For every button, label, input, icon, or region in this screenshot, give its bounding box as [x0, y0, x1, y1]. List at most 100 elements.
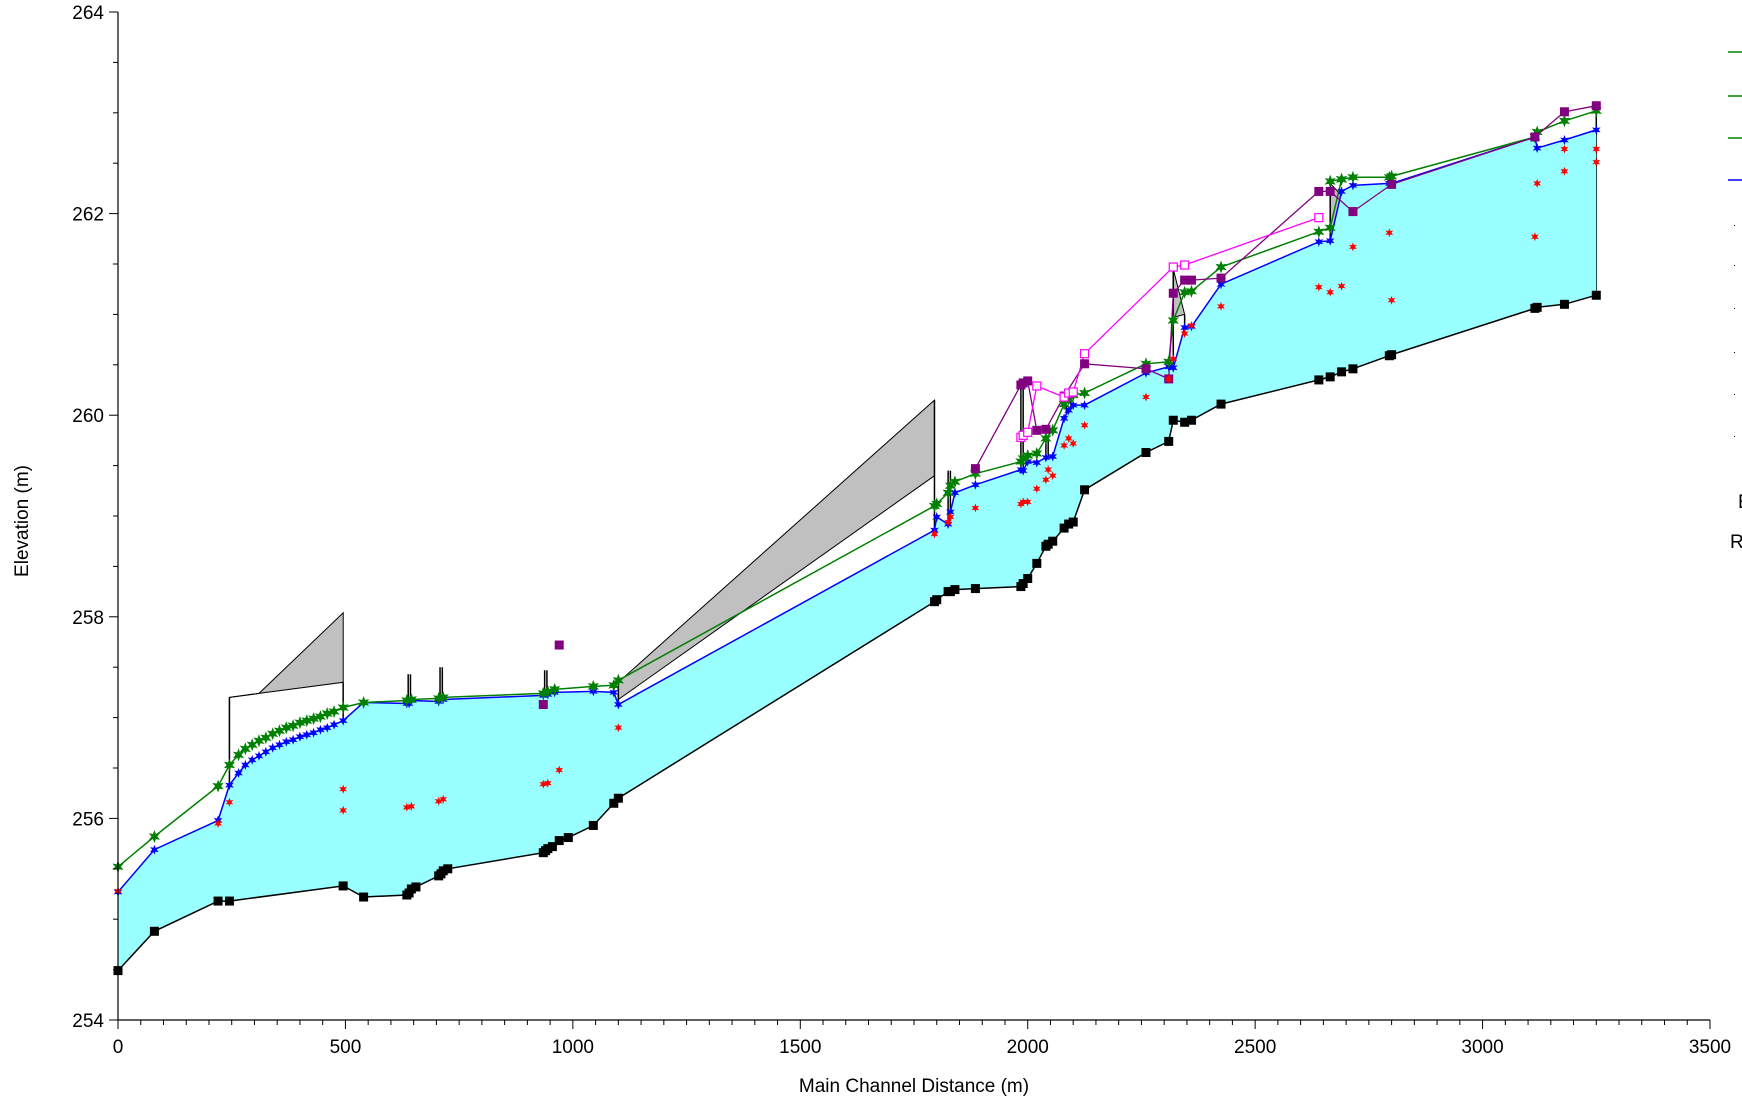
crit_red-marker-29	[1164, 374, 1173, 384]
egl_green-marker-8	[260, 731, 272, 745]
ws_blue-marker-6	[247, 754, 257, 765]
ground-marker-55	[1591, 290, 1601, 300]
crit_red-marker-28	[1142, 392, 1150, 402]
ground-marker-49	[1348, 364, 1358, 374]
crit_red-marker-6	[407, 801, 416, 811]
crit_red-marker-19	[1023, 497, 1032, 507]
egl_green-marker-5	[239, 742, 251, 756]
crit_red-marker-39	[1387, 295, 1396, 305]
magenta_open-marker-9	[1180, 260, 1190, 270]
crit_red-marker-20	[1032, 484, 1041, 494]
egl_green-marker-19	[337, 701, 349, 714]
ground-marker-47	[1325, 372, 1335, 382]
purple-marker-3	[1023, 376, 1033, 386]
ws_blue-marker-8	[261, 746, 271, 757]
purple_isolated-marker-1	[538, 699, 548, 709]
egl_green-marker-48	[1163, 355, 1175, 369]
egl_green-marker-54	[1324, 221, 1336, 235]
ws_blue-marker-62	[1560, 135, 1569, 145]
egl_green-marker-20	[358, 696, 370, 709]
ws_blue-marker-9	[268, 742, 277, 753]
egl_green-marker-6	[246, 738, 258, 752]
legend-entry-dot-4	[1734, 394, 1735, 395]
axes-layer: 0 500 1000 1500 2000 2500 3000 3500 254 256 258 260…	[72, 3, 1731, 1058]
ws_blue-marker-56	[1337, 186, 1346, 197]
magenta_open-marker-3	[1032, 381, 1042, 391]
ground-marker-32	[1032, 558, 1042, 568]
y-tick-label: 254	[72, 1011, 104, 1032]
water-surface-fill	[118, 129, 1597, 971]
egl_green-marker-2	[212, 779, 224, 793]
egl_green-marker-34	[944, 479, 956, 493]
ws_blue-marker-12	[288, 734, 298, 745]
purple-marker-7	[1080, 359, 1090, 369]
ground-marker-28	[970, 584, 980, 594]
plot-area	[112, 101, 1602, 976]
purple-marker-18	[1530, 132, 1540, 142]
ground-marker-2	[213, 896, 223, 906]
ws_blue-marker-19	[338, 715, 348, 726]
egl_green-marker-53	[1313, 225, 1325, 239]
y-tick-label: 264	[72, 3, 104, 24]
y-tick-label: 260	[72, 406, 104, 427]
legend-entry-dot-3	[1734, 352, 1735, 353]
ws_blue-marker-54	[1314, 236, 1324, 247]
egl_green-marker-36	[969, 467, 981, 481]
purple-marker-20	[1591, 101, 1601, 111]
purple-marker-16	[1348, 207, 1358, 217]
x-tick-label: 3000	[1461, 1037, 1503, 1058]
crit_red-marker-11	[555, 765, 564, 775]
crit_red-marker-25	[1064, 433, 1073, 443]
crit_red-marker-22	[1044, 465, 1053, 475]
x-tick-label: 3500	[1689, 1037, 1731, 1058]
ws_blue-marker-30	[609, 687, 619, 698]
ground-marker-9	[411, 882, 421, 892]
egl_green-marker-61	[1558, 114, 1571, 128]
egl_green-marker-3	[223, 758, 236, 772]
ws_blue-marker-61	[1532, 143, 1542, 154]
ws_blue-marker-36	[950, 487, 960, 498]
crit_red-marker-7	[434, 796, 443, 806]
purple-marker-10	[1168, 288, 1178, 298]
ground-marker-51	[1387, 350, 1397, 360]
egl_green-marker-1	[148, 830, 160, 843]
purple-marker-4	[1032, 425, 1042, 435]
purple-marker-17	[1387, 179, 1397, 189]
egl_green-marker-9	[267, 727, 279, 741]
egl_green-marker-52	[1215, 260, 1227, 274]
purple-marker-19	[1559, 107, 1569, 117]
egl_green-marker-23	[433, 691, 445, 705]
ws_blue-marker-37	[971, 479, 980, 490]
crit_red-marker-31	[1180, 329, 1189, 339]
egl_green-marker-37	[1015, 455, 1027, 469]
structure-area-0	[229, 611, 344, 698]
crit_red-marker-44	[1592, 157, 1601, 167]
egl_green-marker-47	[1140, 357, 1152, 371]
crit_red-marker-42	[1560, 166, 1569, 176]
ws_blue-marker-4	[234, 768, 243, 778]
egl_green-marker-26	[542, 684, 554, 698]
purple-marker-13	[1216, 273, 1226, 283]
crit_red-marker-10	[543, 778, 552, 788]
crit_red-marker-33	[1217, 301, 1225, 311]
egl_green-marker-4	[232, 748, 245, 762]
ground-marker-3	[224, 896, 234, 906]
crit_red-marker-32	[1187, 321, 1196, 330]
crit_red-marker-16	[971, 503, 980, 513]
ws_blue-marker-11	[282, 736, 291, 747]
legend-label-0: E	[1738, 492, 1742, 513]
egl_green-marker-18	[328, 705, 340, 719]
egl_green_upper-marker-1	[1335, 172, 1348, 186]
ground-marker-18	[554, 836, 564, 846]
purple-marker-15	[1325, 186, 1335, 196]
ws_blue-marker-17	[322, 722, 332, 733]
ws_blue-marker-42	[1041, 452, 1051, 463]
ground-marker-30	[1018, 579, 1028, 589]
ws_blue-marker-3	[225, 780, 234, 791]
purple-marker-11	[1180, 275, 1190, 285]
egl_green-marker-56	[1347, 170, 1359, 184]
ws_blue-marker-14	[302, 729, 312, 740]
egl_green-marker-21	[401, 694, 413, 707]
egl_green-marker-46	[1078, 386, 1091, 400]
